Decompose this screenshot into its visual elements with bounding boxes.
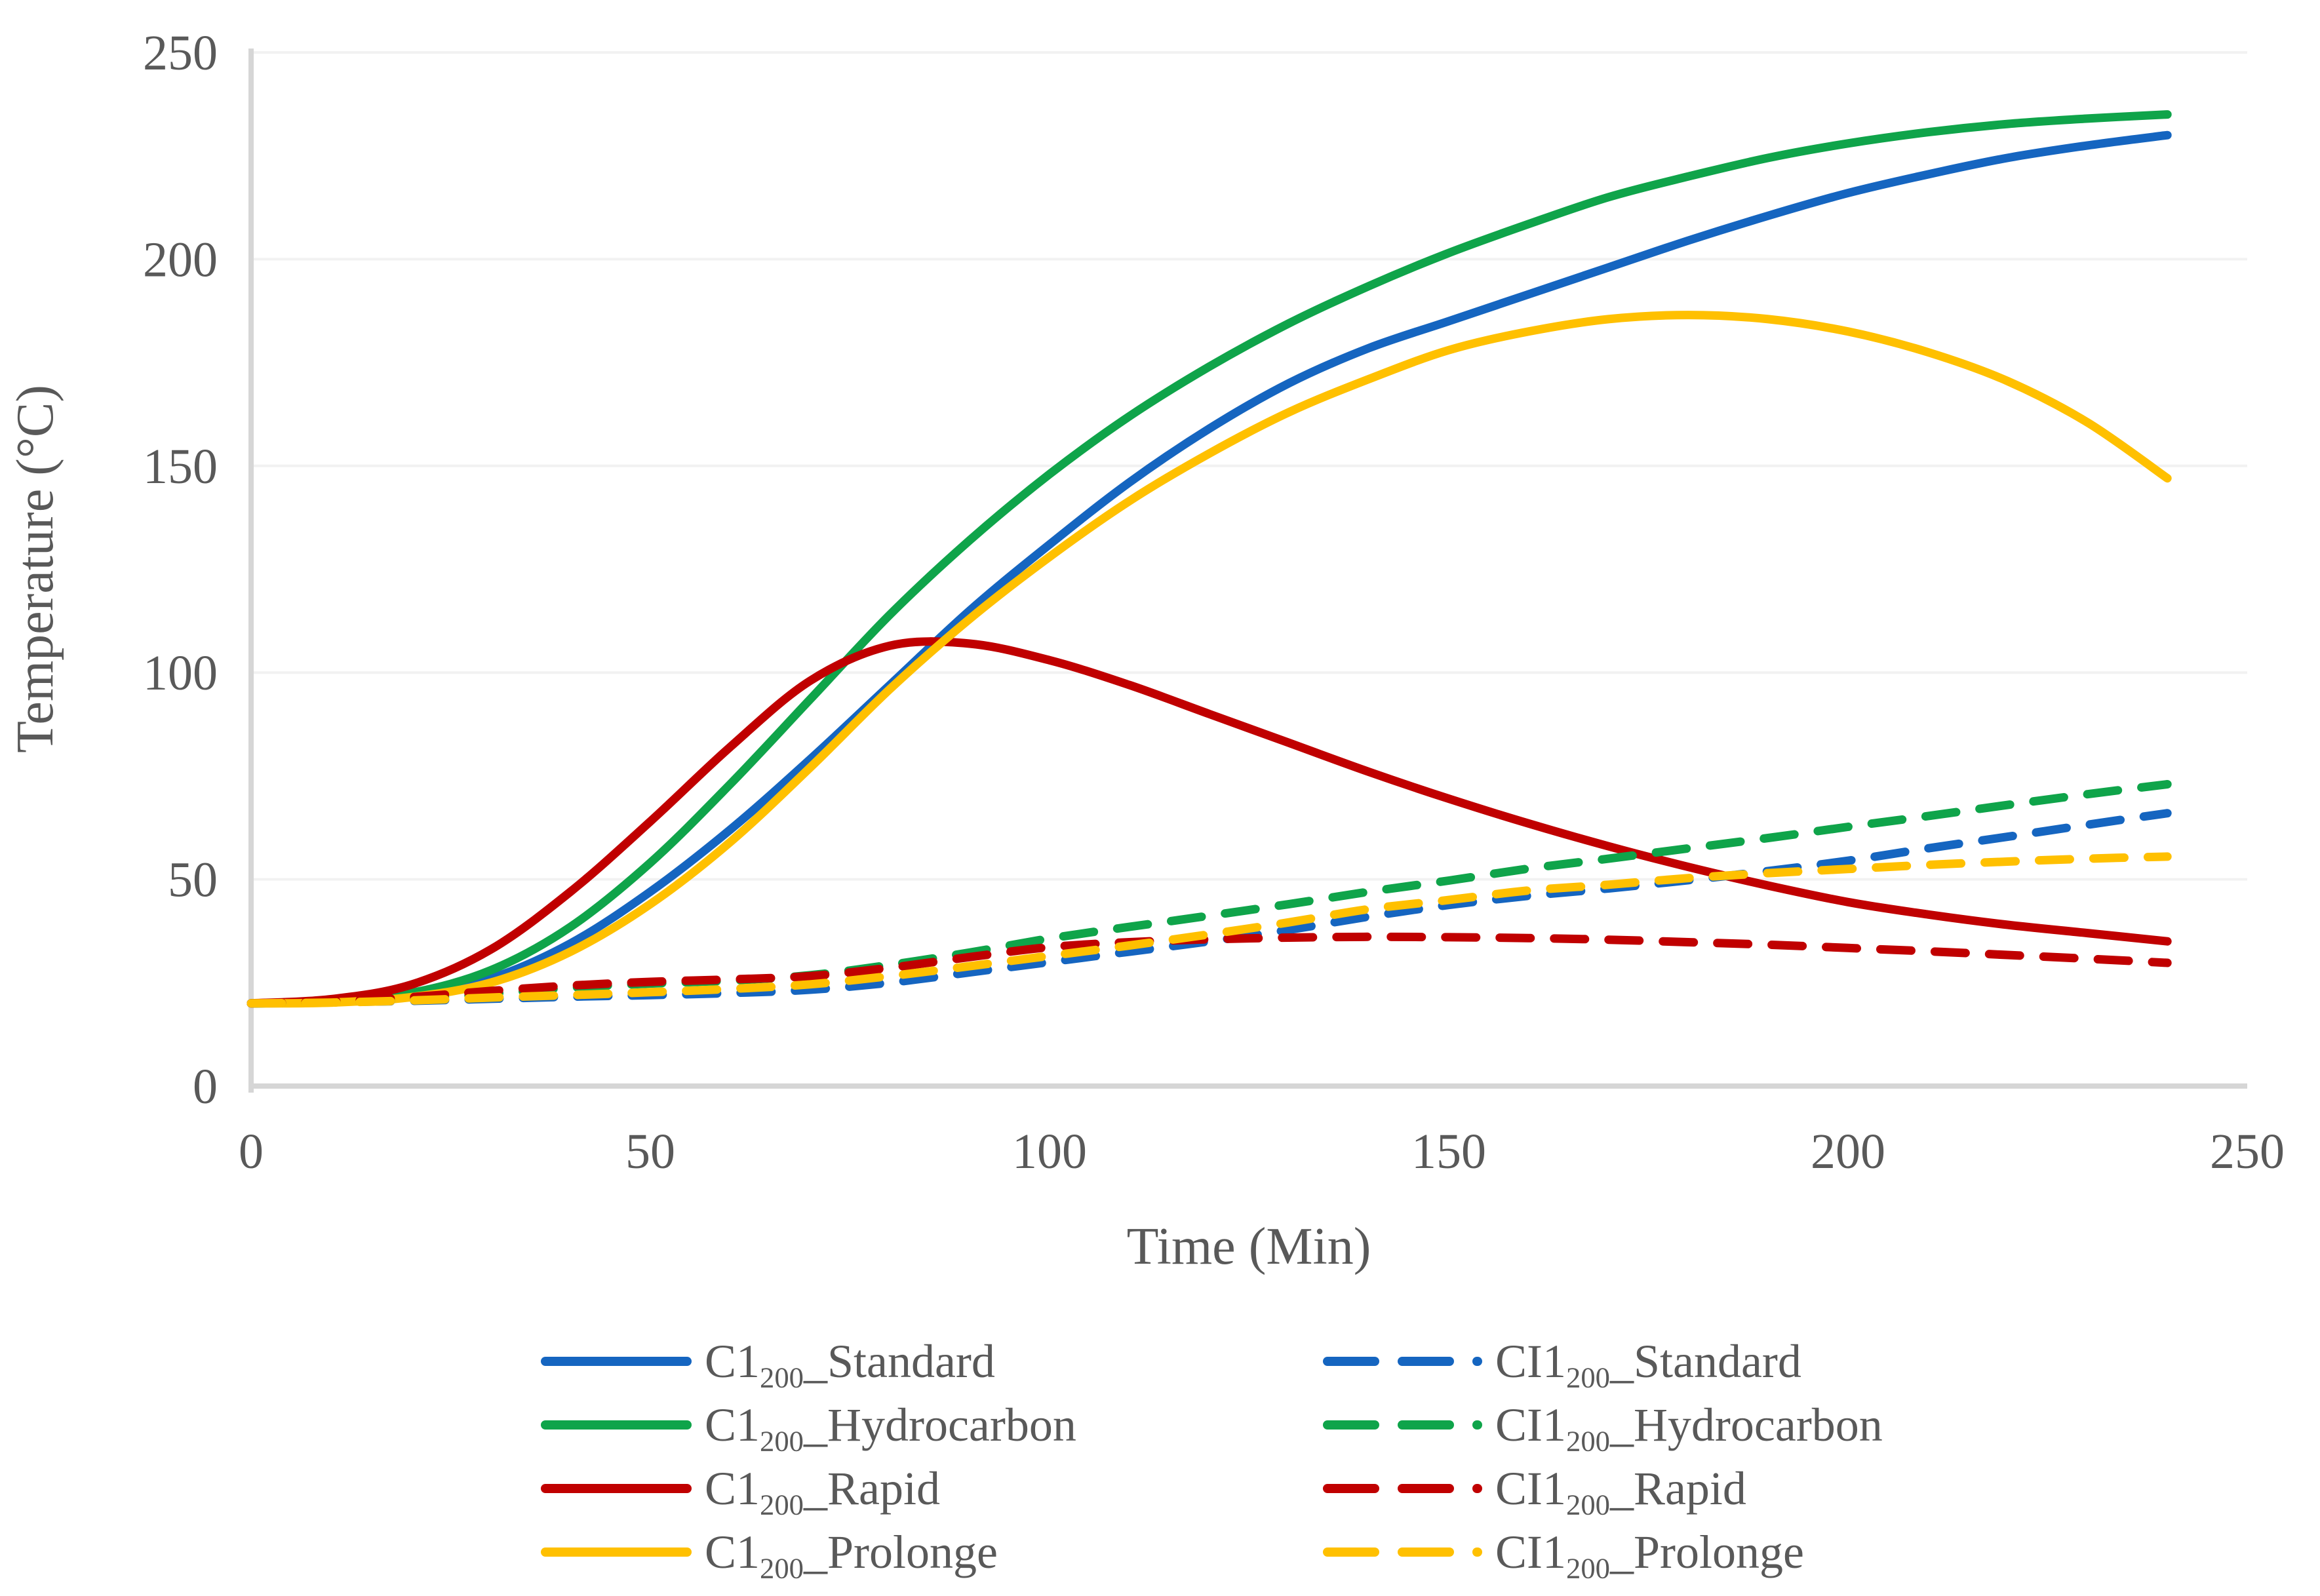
x-tick-0: 0 [239,1124,264,1179]
y-tick-250: 250 [143,26,218,81]
x-tick-50: 50 [625,1124,675,1179]
series-line-CI1200_Hydrocarbon [246,780,2172,1008]
series-lines [246,110,2172,1008]
x-tick-200: 200 [1811,1124,1885,1179]
x-axis-title: Time (Min) [1127,1218,1371,1275]
series-line-C1200_Rapid [246,637,2172,1008]
series-line-C1200_Prolonge [246,311,2172,1008]
series-line-CI1200_Standard [246,809,2172,1008]
x-tick-150: 150 [1411,1124,1486,1179]
y-axis-title: Temperature (°C) [7,385,64,753]
series-line-C1200_Hydrocarbon [246,110,2172,1008]
x-tick-250: 250 [2210,1124,2285,1179]
axis-lines [248,49,2247,1093]
y-tick-50: 50 [168,853,218,908]
series-line-C1200_Standard [246,130,2172,1008]
y-tick-0: 0 [193,1059,218,1114]
y-tick-100: 100 [143,646,218,701]
x-tick-labels: 0 50 100 150 200 250 [239,1124,2285,1179]
series-line-CI1200_Prolonge [246,852,2172,1008]
y-tick-labels: 0 50 100 150 200 250 [143,26,218,1114]
y-tick-150: 150 [143,439,218,494]
y-tick-200: 200 [143,232,218,287]
x-tick-100: 100 [1012,1124,1087,1179]
series-line-CI1200_Rapid [246,932,2172,1008]
